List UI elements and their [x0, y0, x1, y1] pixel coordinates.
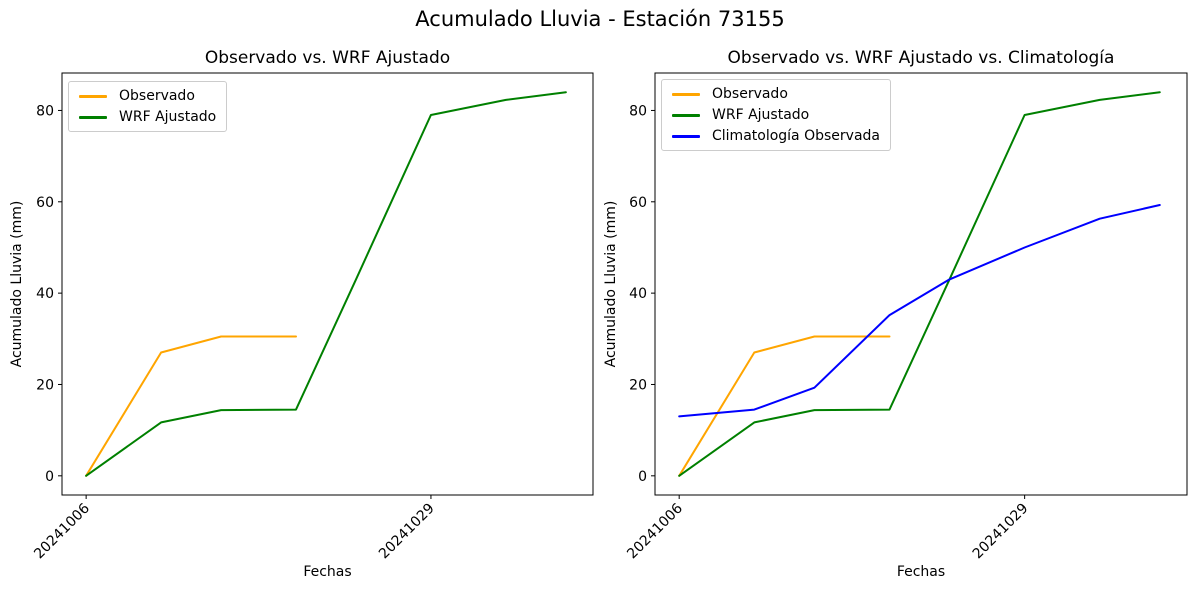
right-y-axis-label: Acumulado Lluvia (mm)	[603, 200, 619, 368]
x-tick-label: 20241006	[624, 500, 686, 562]
figure-title: Acumulado Lluvia - Estación 73155	[415, 7, 785, 31]
legend-label: Observado	[119, 88, 195, 104]
y-tick-label: 20	[629, 377, 647, 393]
x-tick-label: 20241029	[376, 501, 438, 563]
x-tick-label: 20241006	[31, 500, 93, 562]
y-tick-label: 0	[45, 469, 54, 485]
right-chart: 0 20 40 60 80 20241006 20241029 Observado vs. …	[600, 0, 1200, 600]
observado-line-icon	[79, 94, 107, 98]
left-x-axis-label: Fechas	[303, 564, 352, 580]
y-tick-label: 40	[629, 286, 647, 302]
left-chart-title: Observado vs. WRF Ajustado	[204, 48, 451, 68]
legend-label: WRF Ajustado	[712, 107, 810, 123]
series-line-observado	[678, 335, 891, 477]
right-legend: Observado WRF Ajustado Climatología Obse…	[661, 79, 891, 151]
wrf-line-icon	[672, 113, 700, 117]
legend-item-observado: Observado	[79, 89, 216, 103]
y-tick-label: 40	[36, 286, 54, 302]
y-tick-label: 0	[638, 469, 647, 485]
legend-label: Climatología Observada	[712, 128, 880, 144]
left-chart: 0 20 40 60 80 20241006 20241029 Observado vs. …	[9, 48, 594, 580]
series-line-clima	[678, 204, 1161, 418]
series-line-observado	[85, 335, 297, 477]
y-tick-label: 60	[629, 195, 647, 211]
clima-line-icon	[672, 134, 700, 138]
legend-label: Observado	[712, 86, 788, 102]
left-legend: Observado WRF Ajustado	[68, 81, 228, 132]
legend-item-wrf: WRF Ajustado	[672, 108, 880, 122]
y-tick-label: 80	[629, 103, 647, 119]
observado-line-icon	[672, 92, 700, 96]
series-line-wrf	[678, 91, 1161, 477]
y-tick-label: 60	[36, 195, 54, 211]
y-tick-label: 20	[36, 377, 54, 393]
right-chart-canvas: 0 20 40 60 80 20241006 20241029	[624, 72, 1188, 563]
left-y-axis-label: Acumulado Lluvia (mm)	[9, 200, 25, 368]
right-chart-title: Observado vs. WRF Ajustado vs. Climatolo…	[727, 48, 1115, 68]
legend-item-wrf: WRF Ajustado	[79, 110, 216, 124]
plot-frame	[654, 72, 1188, 496]
series-line-wrf	[85, 91, 567, 477]
x-tick-label: 20241029	[970, 501, 1032, 563]
legend-label: WRF Ajustado	[119, 109, 217, 125]
wrf-line-icon	[79, 115, 107, 119]
right-x-axis-label: Fechas	[896, 564, 946, 580]
plot-frame	[61, 72, 594, 496]
y-tick-label: 80	[36, 103, 54, 119]
left-chart-canvas: 0 20 40 60 80 20241006 20241029	[31, 72, 594, 563]
legend-item-observado: Observado	[672, 87, 880, 101]
legend-item-clima: Climatología Observada	[672, 129, 880, 143]
